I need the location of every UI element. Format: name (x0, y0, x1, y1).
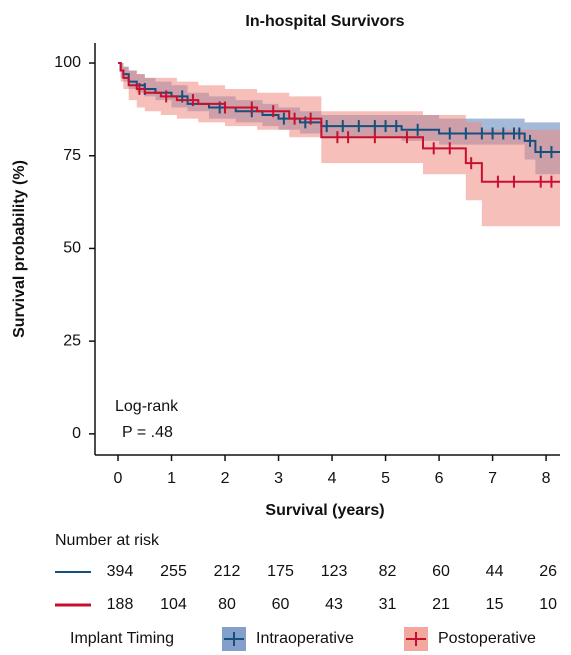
annotation: Log-rank (115, 398, 179, 415)
risk-count: 123 (321, 563, 348, 580)
risk-table-title: Number at risk (55, 532, 160, 549)
chart-title: In-hospital Survivors (245, 13, 404, 30)
y-axis-label: Survival probability (%) (11, 160, 28, 338)
x-tick-label: 4 (328, 470, 337, 487)
risk-count: 10 (539, 596, 557, 613)
risk-count: 188 (107, 596, 134, 613)
risk-count: 44 (486, 563, 504, 580)
risk-count: 255 (160, 563, 187, 580)
x-tick-label: 5 (381, 470, 390, 487)
risk-count: 26 (539, 563, 557, 580)
legend-title: Implant Timing (70, 630, 174, 647)
risk-count: 394 (107, 563, 134, 580)
survival-line (118, 62, 560, 183)
x-tick-label: 0 (114, 470, 123, 487)
x-tick-label: 1 (167, 470, 176, 487)
legend-label: Postoperative (438, 630, 536, 647)
x-tick-label: 3 (274, 470, 283, 487)
y-tick-label: 50 (63, 240, 81, 257)
risk-count: 15 (486, 596, 504, 613)
survival-line (118, 62, 560, 154)
x-tick-label: 7 (488, 470, 497, 487)
y-tick-label: 100 (54, 54, 81, 71)
risk-count: 43 (325, 596, 343, 613)
y-tick-label: 25 (63, 332, 81, 349)
risk-count: 82 (379, 563, 397, 580)
x-tick-label: 6 (435, 470, 444, 487)
confidence-band (118, 63, 560, 227)
risk-count: 175 (267, 563, 294, 580)
y-tick-label: 0 (72, 425, 81, 442)
x-tick-label: 8 (542, 470, 551, 487)
risk-count: 60 (432, 563, 450, 580)
legend-label: Intraoperative (256, 630, 354, 647)
annotation: P = .48 (122, 424, 173, 441)
risk-count: 31 (379, 596, 397, 613)
risk-count: 60 (272, 596, 290, 613)
risk-count: 21 (432, 596, 450, 613)
y-tick-label: 75 (63, 147, 81, 164)
risk-count: 80 (218, 596, 236, 613)
x-tick-label: 2 (221, 470, 230, 487)
risk-count: 212 (214, 563, 241, 580)
x-axis-label: Survival (years) (265, 502, 384, 519)
risk-count: 104 (160, 596, 187, 613)
